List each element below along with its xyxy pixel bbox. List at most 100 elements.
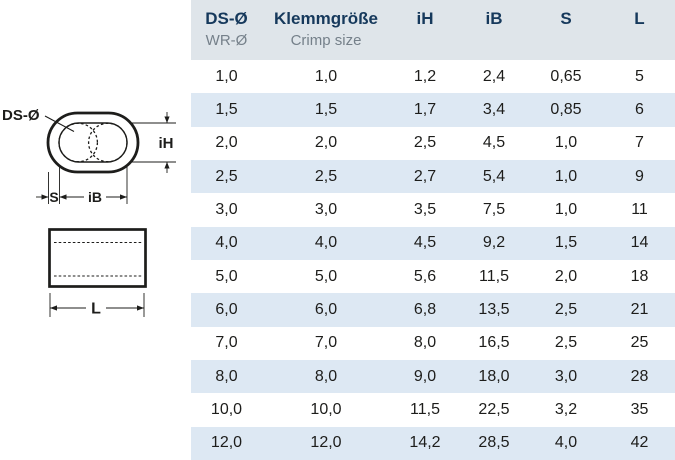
table-cell: 11,5 — [479, 267, 509, 285]
table-cell: 3,2 — [554, 400, 578, 418]
table-cell: 5,0 — [314, 267, 338, 285]
sleeve-body-outline — [48, 228, 147, 288]
table-body: 1,0 1,0 1,2 2,4 0,65 5 1,5 1,5 1,7 3,4 0… — [191, 60, 675, 460]
crimp-sleeve-drawing: DS-Ø iH — [2, 107, 176, 318]
table-cell: 2,5 — [554, 334, 578, 352]
col-header-crimp-size-sub: Crimp size — [290, 32, 362, 49]
ib-arrow-left — [59, 194, 67, 200]
table-cell: 9 — [604, 159, 675, 194]
table-cell: 7,0 — [215, 334, 238, 352]
header-row: DS-Ø WR-Ø Klemmgröße Crimp size iH iB S — [191, 0, 675, 60]
side-view-diagram: L — [48, 228, 147, 318]
table-cell: 1,5 — [191, 93, 262, 127]
table-row: 10,0 10,0 11,5 22,5 3,2 35 — [191, 393, 675, 426]
ib-arrow-right — [120, 194, 127, 200]
l-arrow-right — [137, 305, 144, 311]
table-cell: 6,8 — [390, 293, 460, 327]
col-header-ih-main: iH — [416, 9, 434, 28]
table-row: 5,0 5,0 5,6 11,5 2,0 18 — [191, 260, 675, 293]
ib-dimension-label: iB — [88, 189, 102, 205]
table-cell: 7 — [635, 134, 644, 152]
table-cell: 16,5 — [478, 334, 510, 352]
table-cell: 1,5 — [262, 93, 390, 127]
wire-rope-circle-right — [87, 122, 128, 163]
table-cell: 6 — [604, 93, 675, 127]
table-cell: 4,0 — [528, 426, 604, 460]
table-row: 2,0 2,0 2,5 4,5 1,0 7 — [191, 127, 675, 160]
table-cell: 9,0 — [390, 359, 460, 394]
table-cell: 8,0 — [262, 359, 390, 394]
table-cell: 1,7 — [390, 93, 460, 127]
table-cell: 4,5 — [390, 226, 460, 260]
table-cell: 3,0 — [528, 359, 604, 394]
table-cell: 21 — [604, 293, 675, 327]
table-row: 3,0 3,0 3,5 7,5 1,0 11 — [191, 193, 675, 226]
table-cell: 7,0 — [314, 334, 338, 352]
table-cell: 0,85 — [528, 93, 604, 127]
table-cell: 9,2 — [460, 226, 528, 260]
table-cell: 1,5 — [528, 226, 604, 260]
table-cell: 25 — [630, 334, 649, 352]
table-cell: 3,0 — [215, 200, 238, 218]
col-header-ds: DS-Ø WR-Ø — [191, 0, 262, 60]
table-cell: 2,0 — [554, 267, 578, 285]
table-cell: 2,4 — [482, 67, 506, 85]
table-cell: 11,5 — [410, 400, 440, 418]
table-cell: 12,0 — [191, 426, 262, 460]
table-cell: 13,5 — [460, 293, 528, 327]
ih-arrow-bottom — [164, 162, 170, 169]
table-cell: 8,0 — [191, 359, 262, 394]
table-cell: 10,0 — [210, 400, 243, 418]
table-cell: 2,0 — [314, 134, 338, 152]
table-cell: 1,0 — [215, 67, 238, 85]
table-cell: 4,0 — [262, 226, 390, 260]
table-cell: 5,6 — [413, 267, 437, 285]
table-row: 2,5 2,5 2,7 5,4 1,0 9 — [191, 159, 675, 194]
table-cell: 1,0 — [528, 159, 604, 194]
table-row: 1,5 1,5 1,7 3,4 0,85 6 — [191, 93, 675, 127]
s-dimension-label: S — [49, 189, 58, 205]
table-cell: 35 — [630, 400, 649, 418]
table-header: DS-Ø WR-Ø Klemmgröße Crimp size iH iB S — [191, 0, 675, 60]
dimension-table: DS-Ø WR-Ø Klemmgröße Crimp size iH iB S — [191, 0, 675, 460]
table-cell: 3,4 — [460, 93, 528, 127]
table-row: 7,0 7,0 8,0 16,5 2,5 25 — [191, 327, 675, 360]
table-cell: 28 — [604, 359, 675, 394]
cross-section-diagram: DS-Ø iH — [2, 107, 176, 205]
table-cell: 2,7 — [390, 159, 460, 194]
table-cell: 18,0 — [460, 359, 528, 394]
table-cell: 14,2 — [390, 426, 460, 460]
table-cell: 14 — [604, 226, 675, 260]
col-header-s: S — [528, 0, 604, 60]
table-cell: 42 — [604, 426, 675, 460]
table-cell: 8,0 — [413, 334, 437, 352]
table-cell: 0,65 — [550, 67, 582, 85]
table-cell: 1,2 — [413, 67, 437, 85]
l-dimension-label: L — [91, 301, 101, 318]
table-cell: 6,0 — [262, 293, 390, 327]
col-header-ib-main: iB — [485, 9, 503, 28]
table-cell: 3,5 — [413, 200, 437, 218]
table-cell: 5,4 — [460, 159, 528, 194]
table-cell: 10,0 — [310, 400, 342, 418]
table-cell: 5,0 — [215, 267, 238, 285]
table-row: 1,0 1,0 1,2 2,4 0,65 5 — [191, 60, 675, 93]
table-cell: 2,5 — [528, 293, 604, 327]
table-cell: 1,0 — [554, 200, 578, 218]
technical-drawing: DS-Ø iH — [0, 0, 192, 460]
table-cell: 4,0 — [191, 226, 262, 260]
table-row: 12,0 12,0 14,2 28,5 4,0 42 — [191, 426, 675, 460]
table-row: 6,0 6,0 6,8 13,5 2,5 21 — [191, 293, 675, 327]
table-cell: 22,5 — [478, 400, 510, 418]
table-cell: 4,5 — [482, 134, 506, 152]
table-cell: 1,0 — [554, 134, 578, 152]
col-header-ih: iH — [390, 0, 460, 60]
table-cell: 12,0 — [262, 426, 390, 460]
s-arrow — [41, 194, 49, 200]
outer-sleeve-outline — [46, 111, 140, 174]
table-cell: 1,0 — [314, 67, 338, 85]
ds-diameter-label: DS-Ø — [2, 107, 40, 124]
col-header-l: L — [604, 0, 675, 60]
ds-leader-line — [44, 115, 75, 132]
col-header-ds-main: DS-Ø — [205, 9, 248, 28]
